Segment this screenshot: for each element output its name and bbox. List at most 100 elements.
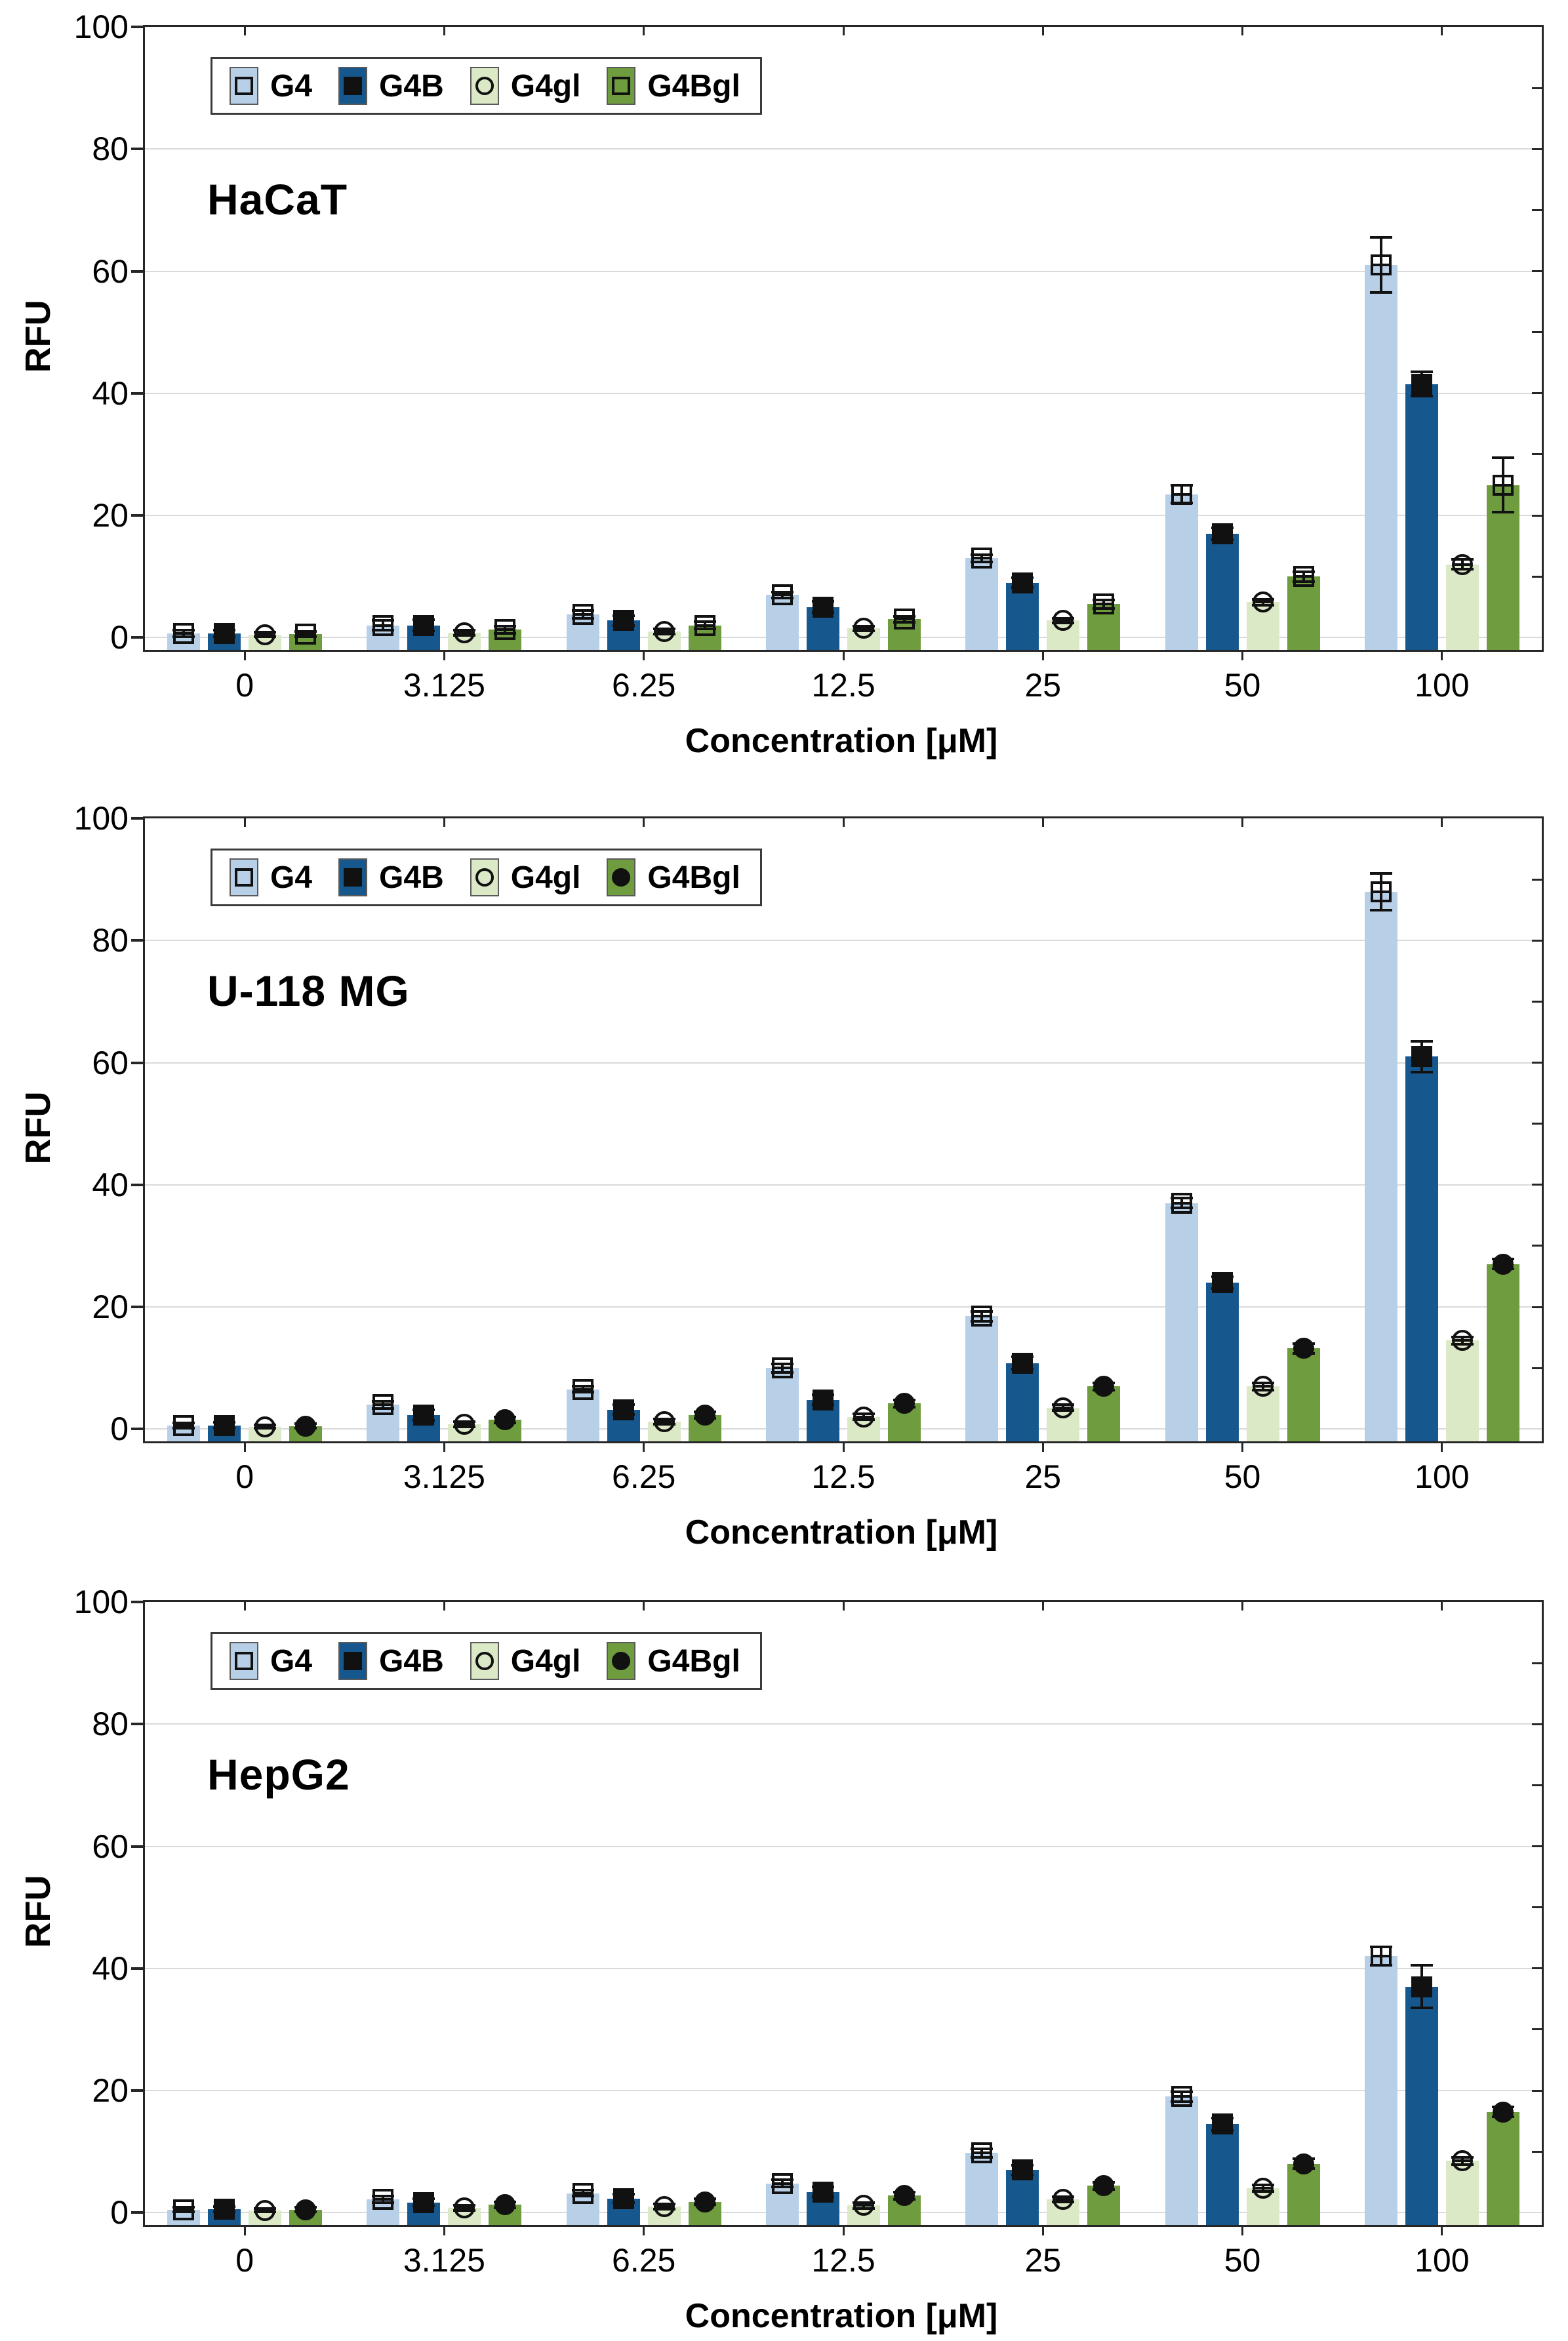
error-cap-bottom (1211, 1287, 1234, 1291)
x-tick-mark-top (842, 818, 845, 827)
plot-area: HepG2 G4 G4B G4gl G4Bgl (143, 1600, 1544, 2227)
x-tick-mark-bottom (443, 2227, 445, 2235)
error-cap-bottom (653, 2207, 675, 2211)
error-cap-top (1369, 871, 1392, 875)
x-tick-mark-bottom (443, 1443, 445, 1452)
legend-item-G4B: G4B (338, 1642, 444, 1680)
error-bar-G4gl (1460, 559, 1464, 570)
y-tick-mark (131, 1601, 143, 1603)
bar-G4B-50 (1205, 534, 1239, 650)
error-cap-top (653, 1418, 675, 1421)
error-bar-G4 (182, 2207, 186, 2212)
y-tick-label: 100 (73, 9, 129, 45)
error-bar-G4gl (862, 2202, 865, 2209)
filled-square-marker-icon (413, 2191, 435, 2213)
y-tick-mark (131, 1723, 143, 1726)
y-tick-mark (131, 1183, 143, 1186)
legend-label: G4 (270, 1643, 313, 1679)
filled-circle-marker-icon (612, 1652, 631, 1670)
error-cap-top (453, 1420, 476, 1424)
error-cap-bottom (172, 2211, 195, 2214)
x-tick-mark-bottom (243, 2227, 246, 2235)
filled-square-marker-icon (813, 2181, 834, 2203)
error-cap-top (1251, 2184, 1274, 2187)
y-minor-tick-mark (1532, 392, 1542, 395)
error-bar-G4B (822, 601, 824, 613)
bar-G4gl-100 (1445, 1340, 1479, 1441)
error-cap-bottom (612, 624, 635, 627)
error-cap-top (494, 1415, 517, 1418)
x-tick-mark-bottom (842, 1443, 845, 1452)
gridline-y-40 (145, 392, 1542, 394)
error-cap-bottom (1251, 2190, 1274, 2193)
bar-G4-12.5 (766, 1368, 799, 1441)
error-bar-G4Bgl (1302, 1343, 1305, 1353)
x-tick-mark-top (842, 1602, 845, 1611)
legend-item-G4Bgl: G4Bgl (607, 858, 740, 896)
gridline-y-80 (145, 148, 1542, 150)
x-tick-mark-top (643, 27, 645, 35)
x-tick-mark-top (443, 27, 445, 35)
error-cap-bottom (893, 621, 915, 624)
error-bar-G4Bgl (703, 1412, 706, 1418)
error-bar-G4 (781, 2180, 784, 2188)
error-bar-G4Bgl (1501, 457, 1504, 513)
error-bar-G4B (1220, 527, 1224, 540)
error-cap-top (771, 2178, 794, 2182)
x-tick-mark-top (1241, 1602, 1244, 1611)
x-tick-label: 0 (235, 1458, 254, 1495)
filled-square-marker-icon (413, 1404, 435, 1426)
bar-G4Bgl-50 (1287, 576, 1320, 650)
x-tick-label: 0 (235, 667, 254, 704)
bar-G4B-100 (1405, 1056, 1438, 1441)
error-bar-G4gl (463, 630, 466, 635)
error-cap-bottom (653, 1422, 675, 1426)
error-cap-top (1491, 1258, 1514, 1261)
error-cap-top (771, 1362, 794, 1365)
error-cap-top (693, 620, 716, 624)
error-cap-bottom (971, 1319, 994, 1323)
error-cap-bottom (1211, 2129, 1234, 2132)
error-bar-G4Bgl (504, 626, 507, 633)
error-bar-G4gl (662, 2204, 666, 2209)
x-tick-mark-bottom (1441, 1443, 1443, 1452)
x-tick-mark-bottom (1041, 2227, 1044, 2235)
error-cap-top (853, 624, 875, 628)
error-bar-G4B (1021, 578, 1024, 588)
error-cap-top (1052, 2195, 1075, 2199)
error-bar-G4Bgl (504, 1416, 507, 1424)
error-cap-bottom (1451, 2163, 1474, 2166)
x-axis-label: Concentration [μM] (685, 2297, 998, 2335)
error-bar-G4B (1420, 1041, 1423, 1072)
y-tick-label: 60 (92, 1828, 129, 1865)
x-tick-label: 6.25 (612, 1458, 676, 1495)
error-cap-top (1292, 1342, 1315, 1345)
error-cap-bottom (612, 2201, 635, 2205)
x-tick-mark-top (1441, 1602, 1443, 1611)
y-tick-mark (131, 2089, 143, 2092)
error-bar-G4gl (662, 1419, 666, 1424)
error-cap-bottom (1369, 291, 1392, 294)
error-cap-top (1491, 2106, 1514, 2109)
error-cap-bottom (571, 2195, 594, 2198)
legend-item-G4Bgl: G4Bgl (607, 67, 740, 105)
legend-item-G4B: G4B (338, 858, 444, 896)
error-cap-top (1011, 576, 1034, 580)
bar-G4-100 (1364, 265, 1397, 650)
chart-panel-u118mg: RFU U-118 MG G4 G4B G4gl G4Bgl Concentratio… (0, 774, 1568, 1551)
bar-G4B-100 (1405, 1986, 1438, 2225)
bar-G4B-25 (1006, 582, 1039, 650)
x-tick-mark-bottom (243, 652, 246, 660)
filled-square-marker-icon (214, 2198, 235, 2220)
error-cap-top (893, 2190, 915, 2193)
error-cap-top (1369, 1946, 1392, 1949)
y-tick-label: 80 (92, 130, 129, 168)
y-minor-tick-mark (1532, 939, 1542, 942)
y-tick-mark (131, 391, 143, 395)
error-cap-top (254, 2207, 277, 2210)
bar-G4Bgl-50 (1287, 1348, 1320, 1441)
bar-G4-100 (1364, 1956, 1397, 2225)
error-cap-bottom (1011, 586, 1034, 589)
error-bar-G4B (1021, 1357, 1024, 1370)
error-cap-top (294, 2205, 317, 2209)
